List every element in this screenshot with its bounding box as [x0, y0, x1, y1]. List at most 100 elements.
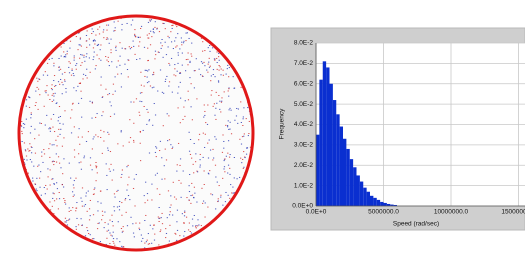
- sphere-dot: [53, 80, 54, 81]
- sphere-dot: [75, 226, 76, 227]
- sphere-dot: [58, 117, 59, 118]
- sphere-dot: [141, 101, 142, 102]
- sphere-dot: [113, 84, 114, 85]
- sphere-dot: [239, 177, 240, 178]
- sphere-dot: [218, 53, 219, 54]
- sphere-dot: [160, 42, 161, 43]
- sphere-dot: [70, 210, 71, 211]
- sphere-dot: [74, 57, 75, 58]
- sphere-dot: [52, 178, 53, 179]
- sphere-dot: [112, 221, 113, 222]
- sphere-dot: [227, 125, 228, 126]
- sphere-dot: [112, 180, 113, 181]
- sphere-dot: [196, 227, 197, 228]
- sphere-dot: [89, 38, 90, 39]
- sphere-dot: [218, 198, 219, 199]
- sphere-dot: [176, 26, 177, 27]
- sphere-dot: [48, 95, 49, 96]
- sphere-dot: [204, 184, 205, 185]
- sphere-dot: [68, 67, 69, 68]
- sphere-dot: [85, 204, 86, 205]
- sphere-dot: [93, 31, 94, 32]
- sphere-dot: [115, 27, 116, 28]
- sphere-dot: [93, 56, 94, 57]
- sphere-dot: [94, 193, 95, 194]
- sphere-dot: [94, 52, 95, 53]
- sphere-dot: [55, 93, 56, 94]
- sphere-dot: [175, 75, 176, 76]
- sphere-dot: [220, 74, 221, 75]
- sphere-dot: [97, 210, 98, 211]
- sphere-dot: [100, 203, 101, 204]
- sphere-dot: [70, 178, 71, 179]
- sphere-dot: [177, 210, 178, 211]
- sphere-dot: [35, 105, 36, 106]
- sphere-dot: [48, 148, 49, 149]
- sphere-dot: [178, 55, 179, 56]
- sphere-dot: [41, 156, 42, 157]
- sphere-dot: [52, 95, 53, 96]
- sphere-dot: [174, 197, 175, 198]
- sphere-dot: [139, 41, 140, 42]
- sphere-dot: [155, 54, 156, 55]
- sphere-dot: [121, 29, 122, 30]
- sphere-dot: [221, 102, 222, 103]
- sphere-dot: [47, 168, 48, 169]
- sphere-dot: [132, 20, 133, 21]
- sphere-dot: [216, 103, 217, 104]
- sphere-dot: [183, 236, 184, 237]
- sphere-dot: [73, 73, 74, 74]
- sphere-dot: [227, 173, 228, 174]
- sphere-dot: [28, 96, 29, 97]
- sphere-dot: [172, 92, 173, 93]
- sphere-dot: [139, 223, 140, 224]
- sphere-dot: [233, 193, 234, 194]
- sphere-dot: [139, 115, 140, 116]
- sphere-dot: [205, 134, 206, 135]
- sphere-dot: [53, 193, 54, 194]
- sphere-dot: [69, 207, 70, 208]
- sphere-dot: [133, 233, 134, 234]
- sphere-dot: [229, 157, 230, 158]
- sphere-dot: [93, 47, 94, 48]
- sphere-dot: [220, 197, 221, 198]
- sphere-dot: [241, 122, 242, 123]
- sphere-dot: [160, 229, 161, 230]
- sphere-dot: [144, 86, 145, 87]
- sphere-dot: [70, 41, 71, 42]
- sphere-dot: [46, 115, 47, 116]
- sphere-dot: [228, 129, 229, 130]
- sphere-dot: [27, 148, 28, 149]
- sphere-dot: [125, 199, 126, 200]
- sphere-dot: [23, 127, 24, 128]
- sphere-dot: [46, 90, 47, 91]
- sphere-dot: [150, 31, 151, 32]
- sphere-dot: [80, 45, 81, 46]
- sphere-dot: [71, 75, 72, 76]
- sphere-dot: [59, 198, 60, 199]
- sphere-dot: [163, 57, 164, 58]
- sphere-dot: [77, 49, 78, 50]
- sphere-dot: [86, 69, 87, 70]
- sphere-dot: [176, 199, 177, 200]
- sphere-dot: [148, 233, 149, 234]
- sphere-dot: [56, 145, 57, 146]
- sphere-dot: [172, 25, 173, 26]
- sphere-dot: [234, 120, 235, 121]
- sphere-dot: [233, 88, 234, 89]
- sphere-dot: [76, 202, 77, 203]
- sphere-dot: [170, 195, 171, 196]
- sphere-dot: [114, 210, 115, 211]
- sphere-dot: [50, 185, 51, 186]
- sphere-dot: [157, 173, 158, 174]
- sphere-dot: [199, 159, 200, 160]
- sphere-dot: [111, 61, 112, 62]
- sphere-dot: [159, 31, 160, 32]
- sphere-dot: [174, 68, 175, 69]
- sphere-dot: [182, 53, 183, 54]
- sphere-dot: [205, 202, 206, 203]
- sphere-dot: [150, 225, 151, 226]
- sphere-dot: [69, 163, 70, 164]
- sphere-dot: [144, 243, 145, 244]
- sphere-dot: [191, 83, 192, 84]
